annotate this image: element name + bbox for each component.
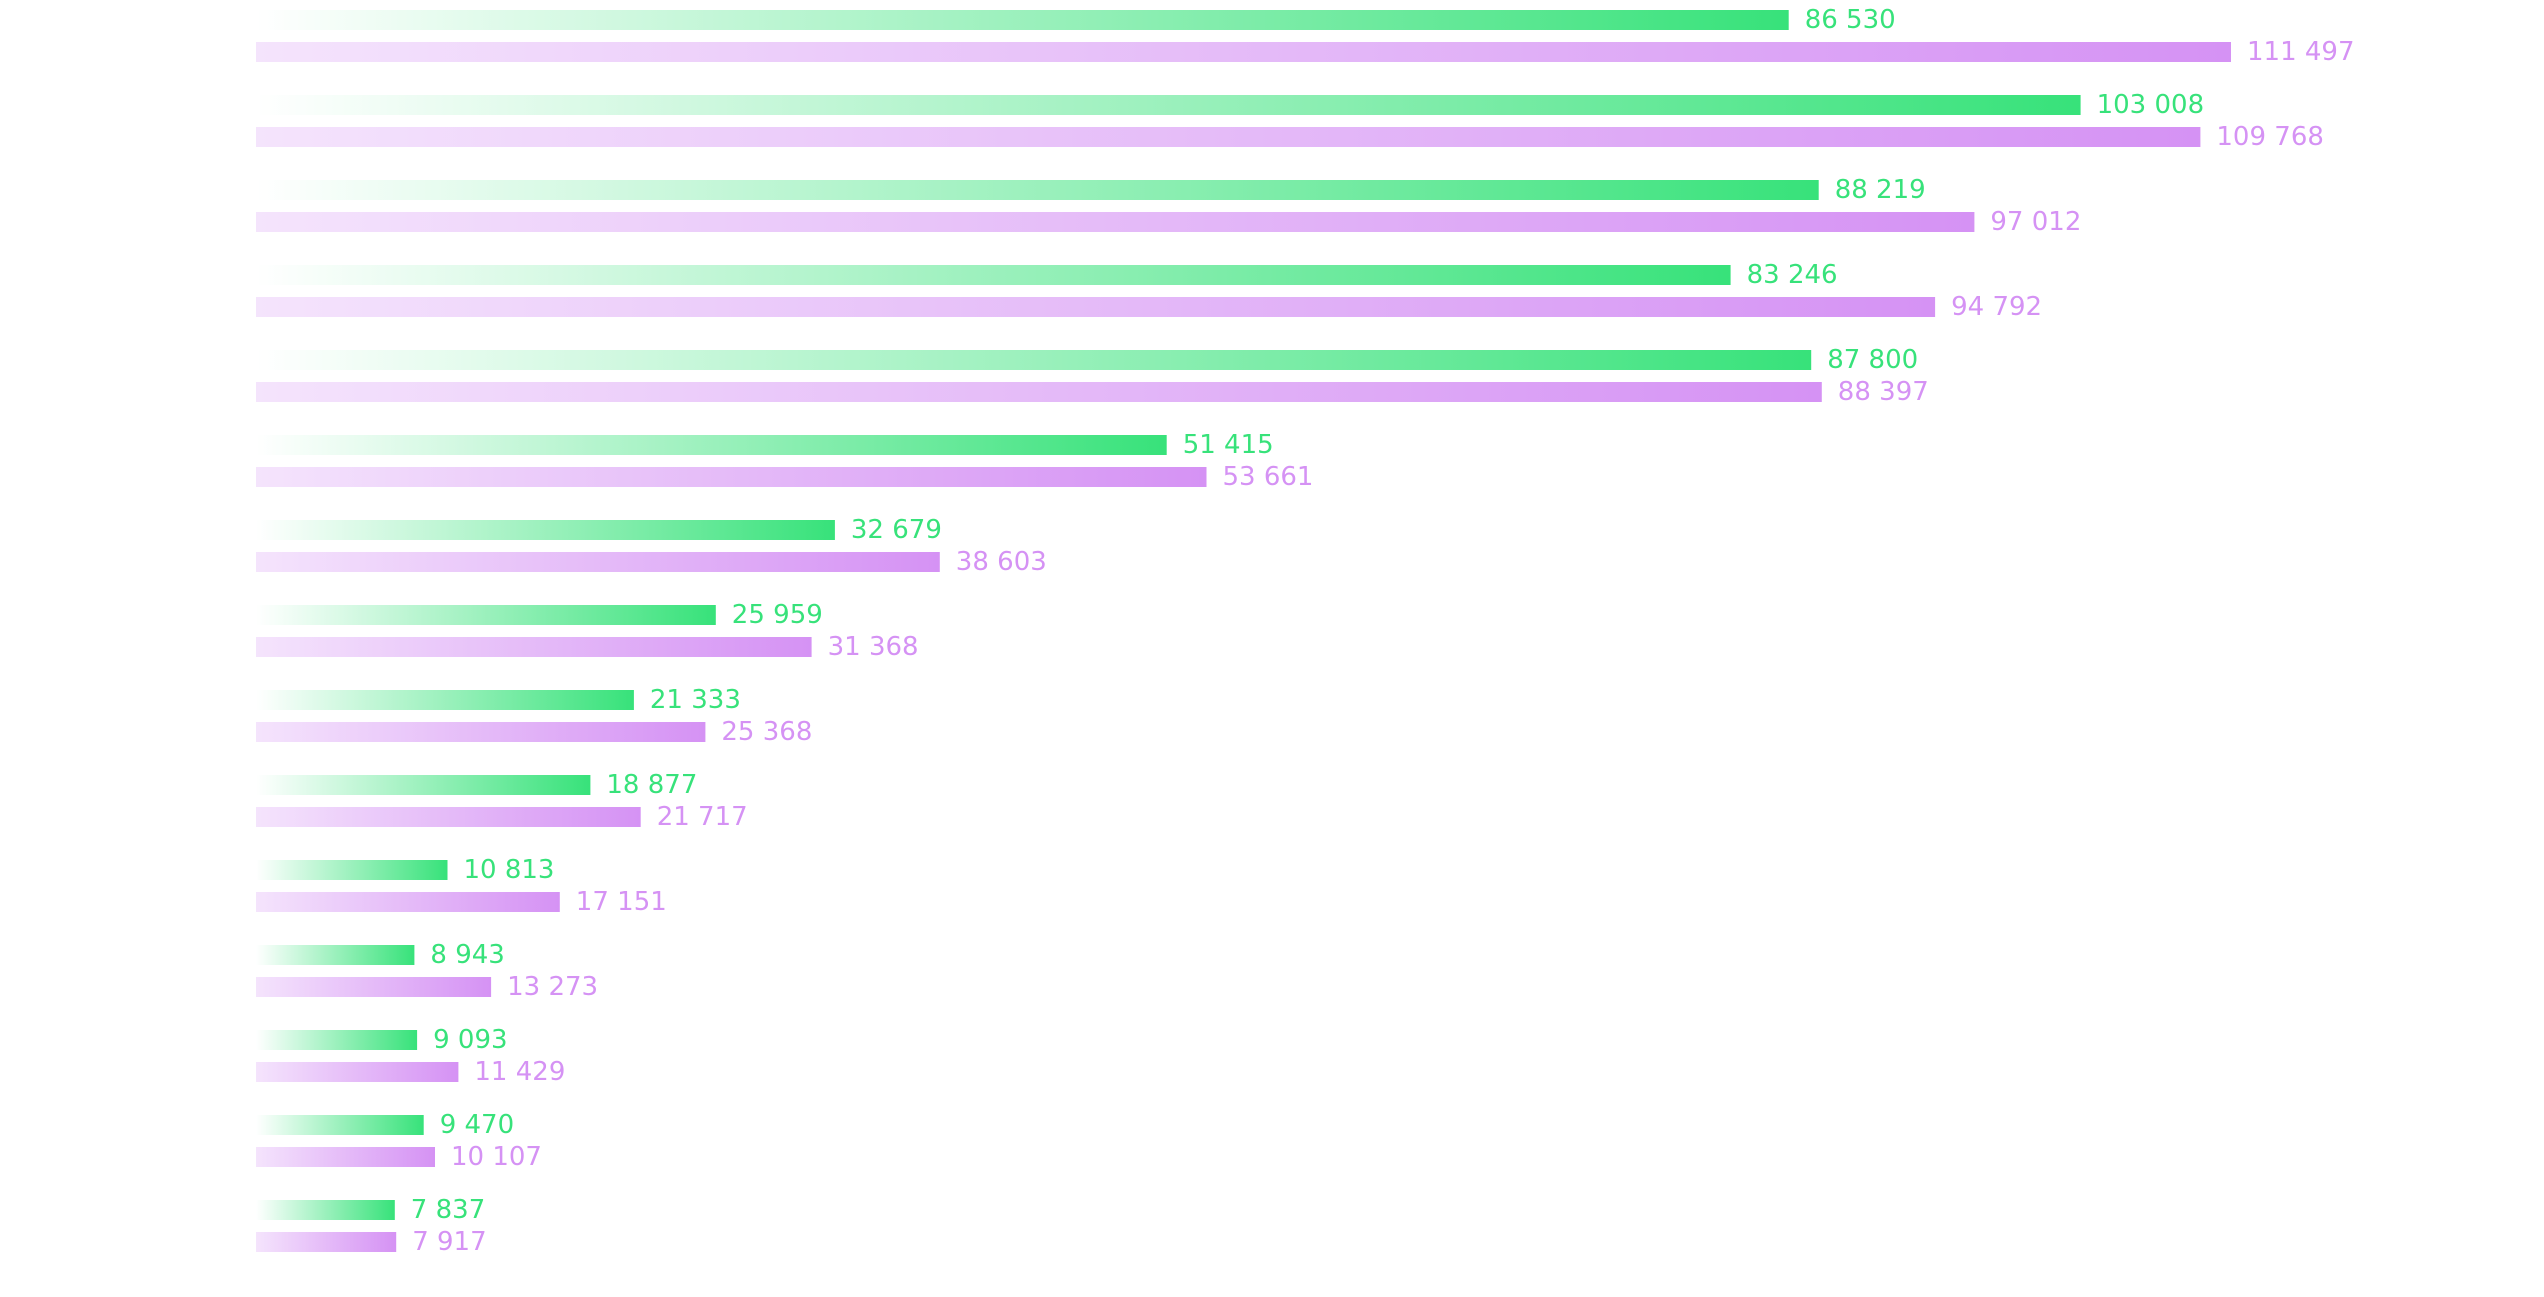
value-label-series-2-row-14: 10 107 — [451, 1142, 542, 1172]
value-label-series-1-row-13: 9 093 — [433, 1025, 507, 1055]
bar-series-1-row-10 — [256, 775, 591, 795]
bar-series-1-row-7 — [256, 520, 835, 540]
bar-series-2-row-7 — [256, 552, 940, 572]
value-label-series-1-row-1: 86 530 — [1805, 5, 1896, 35]
value-label-series-2-row-3: 97 012 — [1990, 207, 2081, 237]
value-label-series-1-row-14: 9 470 — [440, 1110, 514, 1140]
bar-series-1-row-6 — [256, 435, 1167, 455]
bars-group — [256, 10, 2231, 1252]
bar-series-2-row-15 — [256, 1232, 397, 1252]
value-label-series-2-row-4: 94 792 — [1951, 292, 2042, 322]
value-label-series-1-row-6: 51 415 — [1183, 430, 1274, 460]
value-label-series-2-row-12: 13 273 — [507, 972, 598, 1002]
bar-series-2-row-14 — [256, 1147, 435, 1167]
value-label-series-2-row-7: 38 603 — [956, 547, 1047, 577]
bar-series-2-row-9 — [256, 722, 706, 742]
value-label-series-2-row-11: 17 151 — [576, 887, 667, 917]
bar-series-1-row-11 — [256, 860, 448, 880]
value-label-series-2-row-6: 53 661 — [1223, 462, 1314, 492]
value-label-series-1-row-11: 10 813 — [464, 855, 555, 885]
value-label-series-2-row-8: 31 368 — [828, 632, 919, 662]
value-label-series-2-row-1: 111 497 — [2247, 37, 2355, 67]
value-labels-group: 86 530 111 497 103 008 109 768 88 219 97 012 8… — [411, 5, 2355, 1257]
bar-series-2-row-8 — [256, 637, 812, 657]
bar-series-1-row-1 — [256, 10, 1789, 30]
value-label-series-2-row-2: 109 768 — [2216, 122, 2324, 152]
bar-series-1-row-9 — [256, 690, 634, 710]
value-label-series-1-row-8: 25 959 — [732, 600, 823, 630]
bar-series-1-row-14 — [256, 1115, 424, 1135]
value-label-series-2-row-5: 88 397 — [1838, 377, 1929, 407]
value-label-series-1-row-5: 87 800 — [1827, 345, 1918, 375]
bar-series-1-row-4 — [256, 265, 1731, 285]
value-label-series-2-row-13: 11 429 — [474, 1057, 565, 1087]
bar-series-2-row-1 — [256, 42, 2231, 62]
bar-series-2-row-12 — [256, 977, 492, 997]
bar-series-2-row-11 — [256, 892, 560, 912]
value-label-series-1-row-3: 88 219 — [1835, 175, 1926, 205]
value-label-series-1-row-10: 18 877 — [606, 770, 697, 800]
bar-series-1-row-3 — [256, 180, 1819, 200]
bar-series-1-row-8 — [256, 605, 716, 625]
value-label-series-1-row-2: 103 008 — [2097, 90, 2205, 120]
bar-series-2-row-6 — [256, 467, 1207, 487]
bar-series-2-row-13 — [256, 1062, 459, 1082]
value-label-series-2-row-10: 21 717 — [657, 802, 748, 832]
bar-series-2-row-5 — [256, 382, 1822, 402]
value-label-series-2-row-15: 7 917 — [412, 1227, 486, 1257]
bar-series-2-row-2 — [256, 127, 2201, 147]
value-label-series-1-row-15: 7 837 — [411, 1195, 485, 1225]
value-label-series-1-row-12: 8 943 — [430, 940, 504, 970]
bar-series-1-row-5 — [256, 350, 1812, 370]
value-label-series-1-row-7: 32 679 — [851, 515, 942, 545]
bar-series-1-row-13 — [256, 1030, 418, 1050]
bar-series-1-row-2 — [256, 95, 2081, 115]
value-label-series-1-row-4: 83 246 — [1747, 260, 1838, 290]
bar-series-2-row-4 — [256, 297, 1936, 317]
bar-series-1-row-12 — [256, 945, 415, 965]
bar-series-2-row-3 — [256, 212, 1975, 232]
bar-series-1-row-15 — [256, 1200, 395, 1220]
value-label-series-1-row-9: 21 333 — [650, 685, 741, 715]
value-label-series-2-row-9: 25 368 — [721, 717, 812, 747]
bar-series-2-row-10 — [256, 807, 641, 827]
